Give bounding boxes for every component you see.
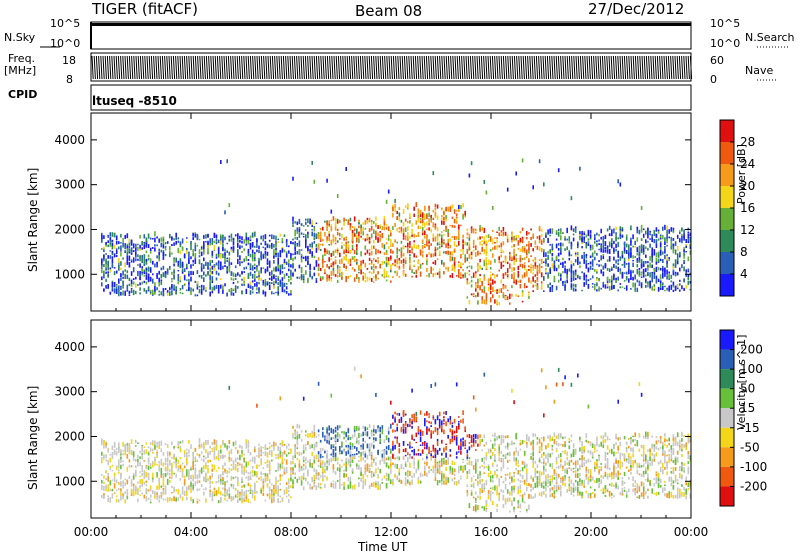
colorbar-segment xyxy=(720,208,734,230)
colorbar-segment xyxy=(720,349,734,370)
colorbar-segment xyxy=(720,330,734,350)
x-tick-label: 20:00 xyxy=(574,525,609,539)
x-tick-label: 00:00 xyxy=(674,525,709,539)
nsky-noise-trace xyxy=(91,23,691,26)
y-tick-label: 2000 xyxy=(54,429,85,443)
colorbar-segment xyxy=(720,120,734,142)
colorbar-segment xyxy=(720,427,734,448)
y-tick-label: 4000 xyxy=(54,340,85,354)
colorbar-segment xyxy=(720,142,734,164)
colorbar-tick-label: 24 xyxy=(740,157,755,171)
colorbar-tick-label: 12 xyxy=(740,223,755,237)
y-tick-label: 1000 xyxy=(54,267,85,281)
nsky-label: N.Sky xyxy=(4,31,36,44)
nsky-tick-top: 10^5 xyxy=(50,17,81,30)
colorbar-segment xyxy=(720,252,734,274)
nsky-panel xyxy=(90,21,692,50)
y-tick-label: 4000 xyxy=(54,133,85,147)
colorbar-segment xyxy=(720,369,734,389)
colorbar-segment xyxy=(720,388,734,409)
colorbar-segment xyxy=(720,466,734,487)
y-tick-label: 2000 xyxy=(54,222,85,236)
nave-tick-bottom: 0 xyxy=(710,73,717,86)
nave-label: Nave xyxy=(745,64,774,77)
colorbar-tick-label: -15 xyxy=(740,421,760,435)
y-tick-label: 1000 xyxy=(54,474,85,488)
x-tick-label: 08:00 xyxy=(274,525,309,539)
colorbar-tick-label: -200 xyxy=(740,479,767,493)
colorbar-segment xyxy=(720,408,734,428)
x-tick-label: 04:00 xyxy=(174,525,209,539)
colorbar-tick-label: -100 xyxy=(740,460,767,474)
colorbar-tick-label: 100 xyxy=(740,362,763,376)
cpid-panel xyxy=(90,84,692,111)
cpid-value: ltuseq -8510 xyxy=(92,94,177,108)
colorbar-tick-label: 50 xyxy=(740,382,755,396)
colorbar-tick-label: 15 xyxy=(740,401,755,415)
colorbar-tick-label: 20 xyxy=(740,179,755,193)
y-tick-label: 3000 xyxy=(54,385,85,399)
freq-tick-top: 18 xyxy=(62,54,76,67)
colorbar-segment xyxy=(720,274,734,296)
colorbar-segment xyxy=(720,486,734,506)
beam-label: Beam 08 xyxy=(355,2,423,20)
freq-label-line2: [MHz] xyxy=(4,64,37,77)
nave-tick-top: 60 xyxy=(710,54,724,67)
x-tick-label: 16:00 xyxy=(474,525,509,539)
freq-tick-bottom: 8 xyxy=(66,73,73,86)
colorbar-tick-label: 200 xyxy=(740,343,763,357)
nsearch-tick-bottom: 10^0 xyxy=(710,37,741,50)
x-tick-label: 12:00 xyxy=(374,525,409,539)
nsearch-tick-top: 10^5 xyxy=(710,17,741,30)
colorbar-tick-label: 16 xyxy=(740,201,755,215)
colorbar-segment xyxy=(720,447,734,467)
power-echoes xyxy=(101,158,692,306)
colorbar-frame xyxy=(719,329,735,507)
x-axis-label: Time UT xyxy=(358,540,408,554)
x-tick-label: 00:00 xyxy=(74,525,109,539)
colorbar-segment xyxy=(720,186,734,208)
freq-nave-trace xyxy=(91,55,693,80)
colorbar-segment xyxy=(720,164,734,186)
colorbar-tick-label: 4 xyxy=(740,267,748,281)
chart-title: TIGER (fitACF) xyxy=(92,0,199,18)
freq-label-line1: Freq. xyxy=(8,52,36,65)
colorbar-tick-label: -50 xyxy=(740,440,760,454)
velocity-frame xyxy=(90,319,692,519)
colorbar-segment xyxy=(720,230,734,252)
colorbar-tick-label: 28 xyxy=(740,135,755,149)
nsearch-label: N.Search xyxy=(745,31,795,44)
y-tick-label: 3000 xyxy=(54,178,85,192)
cpid-label: CPID xyxy=(8,88,38,101)
velocity-echoes xyxy=(101,366,692,513)
colorbar-tick-label: 8 xyxy=(740,245,748,259)
date-label: 27/Dec/2012 xyxy=(588,0,685,18)
